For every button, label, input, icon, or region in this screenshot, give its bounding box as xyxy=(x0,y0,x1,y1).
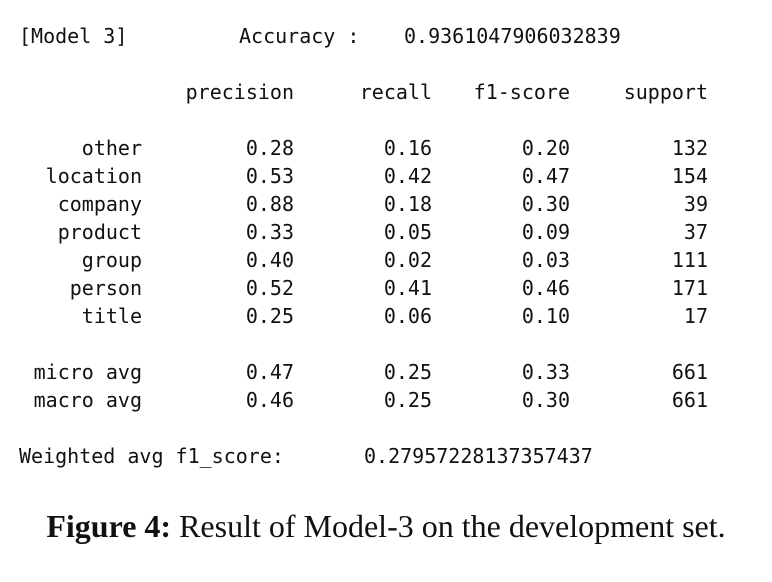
support-cell: 132 xyxy=(671,136,708,160)
report-title-line: [Model 3] Accuracy : 0.9361047906032839 xyxy=(0,22,772,50)
f1-score-cell: 0.47 xyxy=(521,164,570,188)
table-row: product 0.33 0.05 0.09 37 xyxy=(0,218,772,246)
figure-caption: Figure 4: Result of Model-3 on the devel… xyxy=(0,506,772,546)
f1-score-cell: 0.30 xyxy=(521,388,570,412)
column-header-recall: recall xyxy=(359,80,432,104)
table-header-row: precision recall f1-score support xyxy=(0,78,772,106)
figure-caption-text: Result of Model-3 on the development set… xyxy=(179,508,726,544)
precision-cell: 0.88 xyxy=(245,192,294,216)
recall-cell: 0.02 xyxy=(383,248,432,272)
row-label: person xyxy=(69,276,142,300)
recall-cell: 0.25 xyxy=(383,360,432,384)
weighted-avg-label: Weighted avg f1_score: xyxy=(19,444,284,468)
column-header-f1-score: f1-score xyxy=(473,80,570,104)
precision-cell: 0.53 xyxy=(245,164,294,188)
f1-score-cell: 0.03 xyxy=(521,248,570,272)
average-row: macro avg 0.46 0.25 0.30 661 xyxy=(0,386,772,414)
table-row: other 0.28 0.16 0.20 132 xyxy=(0,134,772,162)
table-row: title 0.25 0.06 0.10 17 xyxy=(0,302,772,330)
precision-cell: 0.25 xyxy=(245,304,294,328)
f1-score-cell: 0.46 xyxy=(521,276,570,300)
row-label: title xyxy=(81,304,142,328)
support-cell: 171 xyxy=(671,276,708,300)
precision-cell: 0.40 xyxy=(245,248,294,272)
support-cell: 661 xyxy=(671,388,708,412)
row-label: other xyxy=(81,136,142,160)
f1-score-cell: 0.33 xyxy=(521,360,570,384)
support-cell: 37 xyxy=(683,220,708,244)
average-row: micro avg 0.47 0.25 0.33 661 xyxy=(0,358,772,386)
f1-score-cell: 0.10 xyxy=(521,304,570,328)
support-cell: 17 xyxy=(683,304,708,328)
table-row: group 0.40 0.02 0.03 111 xyxy=(0,246,772,274)
support-cell: 111 xyxy=(671,248,708,272)
f1-score-cell: 0.30 xyxy=(521,192,570,216)
recall-cell: 0.41 xyxy=(383,276,432,300)
precision-cell: 0.28 xyxy=(245,136,294,160)
precision-cell: 0.52 xyxy=(245,276,294,300)
row-label: group xyxy=(81,248,142,272)
recall-cell: 0.25 xyxy=(383,388,432,412)
recall-cell: 0.42 xyxy=(383,164,432,188)
support-cell: 154 xyxy=(671,164,708,188)
recall-cell: 0.06 xyxy=(383,304,432,328)
column-header-precision: precision xyxy=(185,80,294,104)
f1-score-cell: 0.20 xyxy=(521,136,570,160)
weighted-avg-line: Weighted avg f1_score: 0.279572281373574… xyxy=(0,442,772,470)
row-label: location xyxy=(45,164,142,188)
weighted-avg-value: 0.27957228137357437 xyxy=(364,444,593,468)
support-cell: 39 xyxy=(683,192,708,216)
precision-cell: 0.33 xyxy=(245,220,294,244)
recall-cell: 0.16 xyxy=(383,136,432,160)
row-label: product xyxy=(57,220,142,244)
figure-label: Figure 4: xyxy=(46,508,172,544)
row-label: company xyxy=(57,192,142,216)
table-row: location 0.53 0.42 0.47 154 xyxy=(0,162,772,190)
table-row: person 0.52 0.41 0.46 171 xyxy=(0,274,772,302)
row-label: macro avg xyxy=(33,388,142,412)
precision-cell: 0.46 xyxy=(245,388,294,412)
f1-score-cell: 0.09 xyxy=(521,220,570,244)
column-header-support: support xyxy=(623,80,708,104)
support-cell: 661 xyxy=(671,360,708,384)
recall-cell: 0.05 xyxy=(383,220,432,244)
accuracy-value: 0.9361047906032839 xyxy=(404,24,621,48)
classification-report: [Model 3] Accuracy : 0.9361047906032839 … xyxy=(0,22,772,470)
table-row: company 0.88 0.18 0.30 39 xyxy=(0,190,772,218)
row-label: micro avg xyxy=(33,360,142,384)
precision-cell: 0.47 xyxy=(245,360,294,384)
accuracy-label: Accuracy : xyxy=(239,24,360,48)
recall-cell: 0.18 xyxy=(383,192,432,216)
model-tag: [Model 3] xyxy=(19,24,128,48)
